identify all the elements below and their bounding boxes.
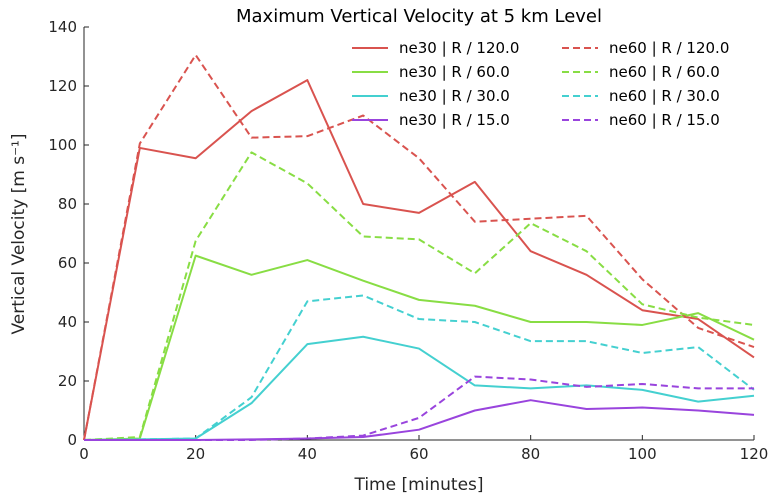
- y-tick-label: 120: [48, 77, 77, 95]
- legend-label-8: ne60 | R / 15.0: [609, 111, 720, 129]
- legend-label-4: ne30 | R / 15.0: [399, 111, 510, 129]
- legend-label-1: ne30 | R / 120.0: [399, 39, 519, 57]
- y-tick-label: 0: [67, 431, 77, 449]
- y-tick-label: 80: [58, 195, 77, 213]
- series-line-3: [83, 335, 755, 441]
- legend-label-7: ne60 | R / 30.0: [609, 87, 720, 105]
- series-line-4: [84, 399, 755, 441]
- legend-label-3: ne30 | R / 30.0: [399, 87, 510, 105]
- legend: ne30 | R / 120.0 ne30 | R / 60.0 ne30 | R …: [352, 39, 729, 129]
- x-tick-label: 60: [409, 445, 428, 463]
- legend-label-5: ne60 | R / 120.0: [609, 39, 729, 57]
- x-tick-label: 0: [79, 445, 89, 463]
- y-axis-label: Vertical Velocity [m s⁻¹]: [9, 133, 29, 334]
- y-tick-label: 60: [58, 254, 77, 272]
- series-line-2: [83, 254, 755, 441]
- y-tick-label: 100: [48, 136, 77, 154]
- series-line-6: [83, 151, 755, 441]
- chart-title: Maximum Vertical Velocity at 5 km Level: [236, 6, 602, 27]
- x-axis-label: Time [minutes]: [353, 475, 483, 495]
- y-tick-label: 140: [48, 18, 77, 36]
- series-line-7: [83, 294, 755, 441]
- y-tick-label: 40: [58, 313, 77, 331]
- x-tick-label: 20: [186, 445, 205, 463]
- legend-label-6: ne60 | R / 60.0: [609, 63, 720, 81]
- x-tick-label: 120: [740, 445, 769, 463]
- x-tick-label: 80: [521, 445, 540, 463]
- series-line-5: [83, 54, 755, 441]
- x-tick-label: 40: [298, 445, 317, 463]
- legend-label-2: ne30 | R / 60.0: [399, 63, 510, 81]
- plot-area: 0 20 40 60 80 100 120 0 20 40 60 80 100 120 140: [48, 18, 768, 463]
- x-tick-label: 100: [628, 445, 657, 463]
- series-line-8: [84, 375, 754, 441]
- y-tick-label: 20: [58, 372, 77, 390]
- series-line-1: [83, 79, 755, 441]
